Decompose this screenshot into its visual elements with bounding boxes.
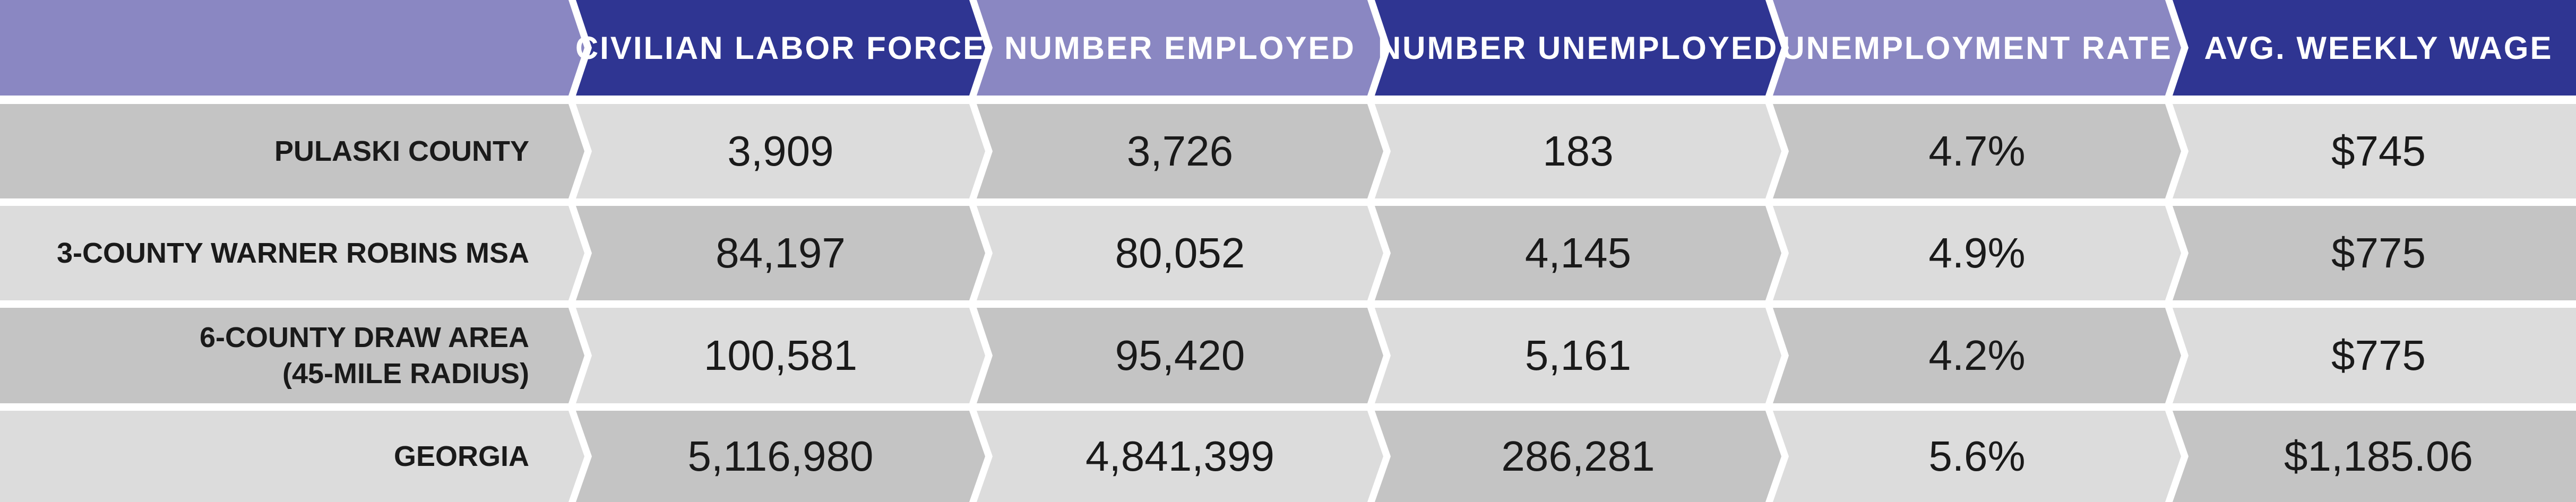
table-cell-value: 4.7% — [1928, 127, 2026, 175]
row-cell-shape — [2173, 411, 2576, 502]
table-cell-value: 5,116,980 — [687, 432, 874, 480]
row-cell-shape — [2173, 308, 2576, 403]
row-cell-shape — [1375, 206, 1781, 300]
row-cell-shape — [0, 411, 584, 502]
row-label-line: 3-COUNTY WARNER ROBINS MSA — [56, 237, 529, 269]
column-header: UNEMPLOYMENT RATE — [1781, 30, 2173, 66]
column-header: NUMBER UNEMPLOYED — [1377, 30, 1779, 66]
row-cell-shape — [1375, 308, 1781, 403]
table-cell-value: 100,581 — [703, 332, 858, 379]
row-cell-shape — [977, 104, 1383, 198]
table-cell-value: $775 — [2331, 229, 2426, 276]
table-cell-value: 5.6% — [1928, 432, 2026, 480]
row-cell-shape — [0, 206, 584, 300]
row-cell-shape — [977, 206, 1383, 300]
table-cell-value: 4.2% — [1928, 332, 2026, 379]
column-header-shape — [1375, 0, 1781, 96]
table-cell-value: 4,145 — [1524, 229, 1632, 276]
row-cell-shape — [576, 308, 985, 403]
row-cell-shape — [977, 411, 1383, 502]
column-header: AVG. WEEKLY WAGE — [2204, 30, 2553, 66]
column-header-shape — [977, 0, 1383, 96]
table-cell-value: 80,052 — [1115, 229, 1245, 276]
row-cell-shape — [1375, 104, 1781, 198]
row-cell-shape — [2173, 206, 2576, 300]
row-label-line: (45-MILE RADIUS) — [282, 358, 529, 390]
row-label-line: PULASKI COUNTY — [274, 135, 529, 167]
table-cell-value: 286,281 — [1501, 432, 1655, 480]
row-cell-shape — [977, 308, 1383, 403]
row-cell-shape — [1773, 308, 2181, 403]
row-label: 3-COUNTY WARNER ROBINS MSA — [0, 206, 576, 300]
header-corner-cell — [0, 0, 584, 96]
row-cell-shape — [576, 206, 985, 300]
column-header: NUMBER EMPLOYED — [1004, 30, 1356, 66]
table-cell-value: 183 — [1543, 127, 1614, 175]
row-cell-shape — [576, 411, 985, 502]
row-cell-shape — [1773, 206, 2181, 300]
table-cell-value: 3,726 — [1126, 127, 1234, 175]
column-header-shape — [2173, 0, 2576, 96]
table-cell-value: 95,420 — [1115, 332, 1245, 379]
row-cell-shape — [576, 104, 985, 198]
table-cell-value: $1,185.06 — [2284, 432, 2473, 480]
table-cell-value: 4.9% — [1928, 229, 2026, 276]
table-cell-value: 5,161 — [1524, 332, 1632, 379]
column-header-shape — [1773, 0, 2181, 96]
row-cell-shape — [1773, 104, 2181, 198]
row-label: GEORGIA — [0, 411, 576, 502]
table-cell-value: 84,197 — [716, 229, 846, 276]
row-cell-shape — [0, 104, 584, 198]
column-header: CIVILIAN LABOR FORCE — [575, 30, 986, 66]
table-cell-value: $775 — [2331, 332, 2426, 379]
row-label-line: 6-COUNTY DRAW AREA — [199, 322, 529, 353]
table-cell-value: $745 — [2331, 127, 2426, 175]
table-cell-value: 4,841,399 — [1085, 432, 1274, 480]
column-header-shape — [576, 0, 985, 96]
row-label-line: GEORGIA — [393, 440, 529, 472]
row-cell-shape — [1773, 411, 2181, 502]
row-cell-shape — [0, 308, 584, 403]
row-label: PULASKI COUNTY — [0, 104, 576, 198]
table-cell-value: 3,909 — [727, 127, 834, 175]
row-label: 6-COUNTY DRAW AREA (45-MILE RADIUS) — [0, 308, 576, 403]
row-cell-shape — [1375, 411, 1781, 502]
row-cell-shape — [2173, 104, 2576, 198]
